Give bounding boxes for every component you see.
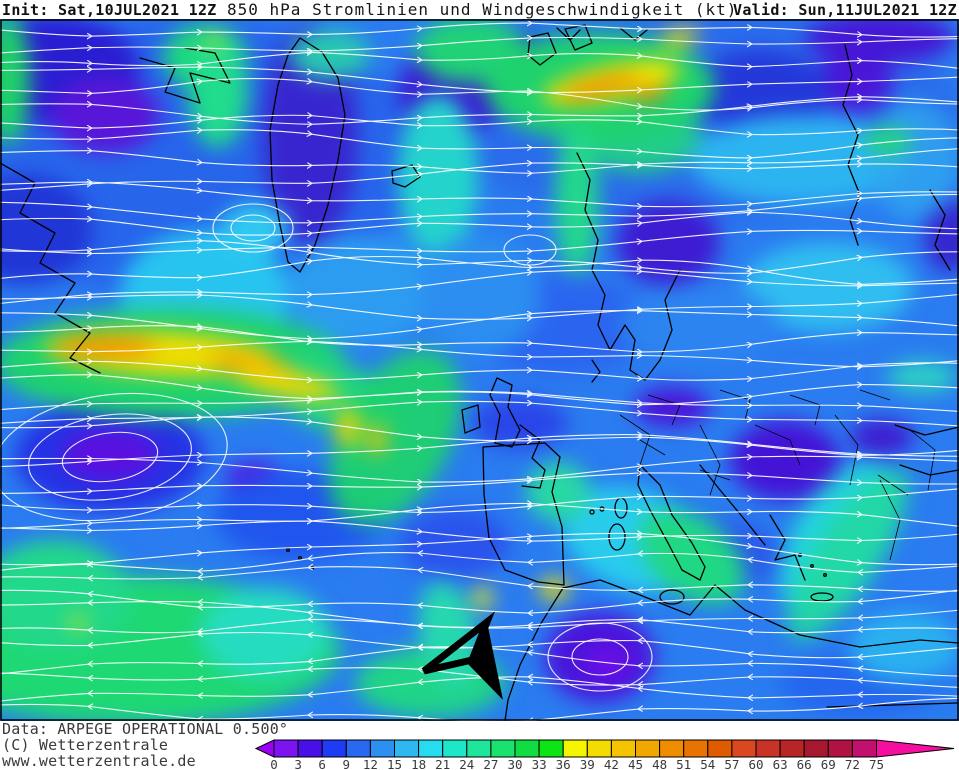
- init-time-label: Init: Sat,10JUL2021 12Z: [2, 1, 217, 19]
- colorbar-segment: [273, 739, 299, 758]
- colorbar-tick-label: 63: [773, 757, 788, 770]
- streamline: [0, 677, 959, 702]
- streamline: [0, 473, 959, 493]
- data-source-label: Data: ARPEGE OPERATIONAL 0.500°: [2, 720, 289, 738]
- colorbar-tick-label: 69: [821, 757, 836, 770]
- colorbar-segment: [466, 739, 492, 758]
- pointer-arrow: [421, 611, 503, 700]
- colorbar-tick-label: 54: [700, 757, 715, 770]
- colorbar-segment: [586, 739, 612, 758]
- colorbar-tick-label: 0: [270, 757, 278, 770]
- map-title: 850 hPa Stromlinien und Windgeschwindigk…: [227, 0, 738, 19]
- colorbar-segment: [297, 739, 323, 758]
- colorbar-segment: [707, 739, 733, 758]
- streamline: [0, 311, 959, 339]
- colorbar-tick-label: 30: [507, 757, 522, 770]
- streamline: [0, 23, 959, 37]
- colorbar-segment: [659, 739, 685, 758]
- colorbar-tick-label: 48: [652, 757, 667, 770]
- colorbar-tick-label: 6: [318, 757, 326, 770]
- streamline: [0, 212, 959, 235]
- streamline: [0, 567, 959, 592]
- colorbar-tick-label: 18: [411, 757, 426, 770]
- colorbar-tick-label: 66: [797, 757, 812, 770]
- wind-speed-colorbar: 0 3 6 9 12 15 18 21 24 27 30 33 36 39 42 45 48 51 54 57 60 63…: [254, 739, 955, 770]
- colorbar-segment: [755, 739, 781, 758]
- colorbar-segment: [538, 739, 564, 758]
- colorbar-tick-label: 57: [724, 757, 739, 770]
- colorbar-segment: [610, 739, 637, 758]
- colorbar-tick-label: 60: [748, 757, 763, 770]
- colorbar-tick-label: 21: [435, 757, 450, 770]
- copyright-label: (C) Wetterzentrale: [2, 736, 169, 754]
- colorbar-tick-label: 12: [363, 757, 378, 770]
- weather-map: [0, 19, 959, 721]
- colorbar-segment: [635, 739, 661, 758]
- streamline: [0, 37, 959, 54]
- colorbar-segment: [731, 739, 757, 758]
- vortex-rings: [0, 203, 653, 692]
- colorbar-segment: [394, 739, 420, 758]
- colorbar-segment: [562, 739, 588, 758]
- colorbar-tick-label: 9: [343, 757, 351, 770]
- colorbar-segment: [321, 739, 347, 758]
- streamline: [0, 697, 959, 721]
- colorbar-segment: [418, 739, 444, 758]
- colorbar-segment: [345, 739, 371, 758]
- colorbar-segment: [683, 739, 709, 758]
- map-border: [0, 19, 959, 721]
- colorbar-segment: [803, 739, 829, 758]
- streamlines: [0, 23, 959, 721]
- colorbar-tick-label: 33: [532, 757, 547, 770]
- colorbar-segment: [779, 739, 805, 758]
- colorbar-tick-label: 36: [556, 757, 571, 770]
- colorbar-tick-label: 3: [294, 757, 302, 770]
- colorbar-tick-label: 27: [483, 757, 498, 770]
- colorbar-underflow-arrow: [254, 739, 275, 758]
- colorbar-tick-label: 72: [845, 757, 860, 770]
- website-label: www.wetterzentrale.de: [2, 752, 196, 770]
- colorbar-overflow-arrow: [876, 739, 955, 758]
- colorbar-tick-label: 24: [459, 757, 474, 770]
- colorbar-tick-label: 51: [676, 757, 691, 770]
- colorbar-segment: [851, 739, 878, 758]
- colorbar-segment: [514, 739, 540, 758]
- colorbar-tick-label: 42: [604, 757, 619, 770]
- colorbar-segment: [369, 739, 395, 758]
- valid-time-label: Valid: Sun,11JUL2021 12Z: [733, 1, 957, 19]
- colorbar-segment: [442, 739, 468, 758]
- colorbar-tick-label: 39: [580, 757, 595, 770]
- colorbar-tick-label: 15: [387, 757, 402, 770]
- colorbar-segment: [490, 739, 516, 758]
- colorbar-tick-label: 75: [869, 757, 884, 770]
- colorbar-tick-label: 45: [628, 757, 643, 770]
- colorbar-segment: [827, 739, 853, 758]
